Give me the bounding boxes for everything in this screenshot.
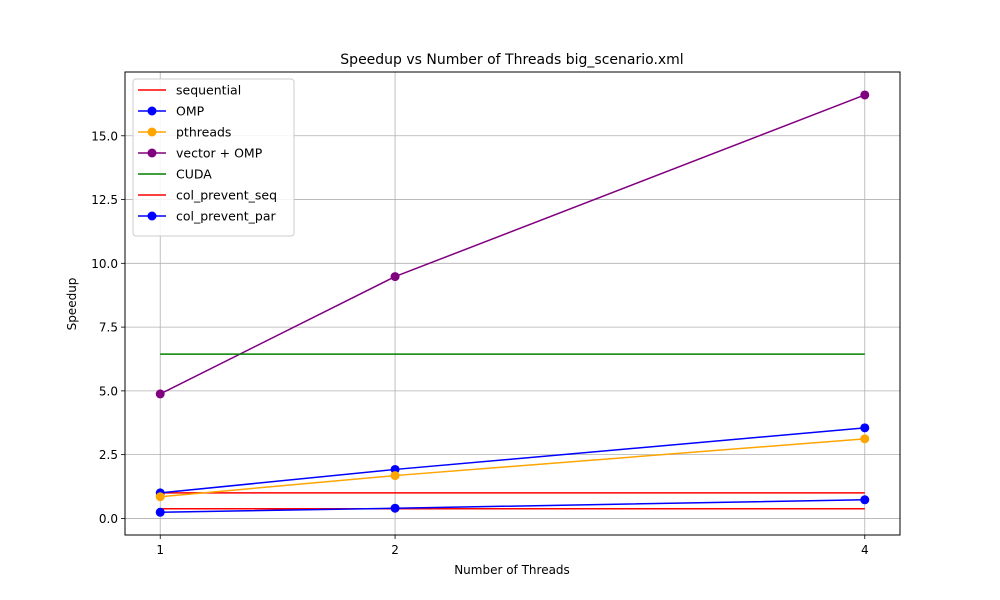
legend-label: col_prevent_par [176, 209, 276, 224]
legend-label: sequential [176, 83, 241, 98]
chart-title: Speedup vs Number of Threads big_scenari… [340, 52, 683, 68]
legend-marker [147, 106, 157, 116]
legend-label: pthreads [176, 125, 231, 140]
ticks-layer: 1 2 4 0.0 2.5 5.0 7.5 10.0 12.5 15.0 [91, 129, 868, 557]
y-tick-label: 0.0 [99, 512, 118, 526]
legend-box [132, 78, 295, 237]
x-tick-label: 4 [861, 543, 869, 557]
y-tick-label: 7.5 [99, 321, 118, 335]
series-col-prevent-par [155, 495, 870, 517]
plot-area-frame [124, 71, 901, 536]
legend-marker [147, 211, 157, 221]
legend-marker [147, 148, 157, 158]
data-point [155, 492, 165, 502]
legend-item: CUDA [138, 167, 212, 182]
data-point [390, 272, 400, 282]
x-tick-label: 2 [391, 543, 399, 557]
legend-label: OMP [176, 104, 205, 119]
legend-label: col_prevent_seq [176, 188, 277, 203]
series-layer [155, 90, 870, 517]
data-point [860, 90, 870, 100]
legend-item: OMP [138, 104, 205, 119]
data-point [390, 471, 400, 481]
data-point [390, 503, 400, 513]
legend-item: pthreads [138, 125, 231, 140]
y-tick-label: 15.0 [91, 129, 118, 143]
legend-item: sequential [138, 83, 241, 98]
legend-label: vector + OMP [176, 146, 263, 161]
x-axis-label: Number of Threads [454, 563, 570, 577]
legend: sequential OMP pthreads vector + OMP CUDA col… [132, 78, 295, 237]
y-tick-label: 5.0 [99, 384, 118, 398]
legend-item: vector + OMP [138, 146, 263, 161]
y-tick-label: 10.0 [91, 257, 118, 271]
y-tick-label: 2.5 [99, 448, 118, 462]
legend-item: col_prevent_par [138, 209, 276, 224]
legend-label: CUDA [176, 167, 212, 182]
series-pthreads [155, 434, 870, 502]
x-tick-label: 1 [156, 543, 164, 557]
y-axis-label: Speedup [65, 278, 79, 331]
y-tick-label: 12.5 [91, 193, 118, 207]
data-point [860, 423, 870, 433]
data-point [155, 507, 165, 517]
data-point [860, 434, 870, 444]
data-point [155, 389, 165, 399]
legend-marker [147, 127, 157, 137]
legend-item: col_prevent_seq [138, 188, 277, 203]
data-point [860, 495, 870, 505]
